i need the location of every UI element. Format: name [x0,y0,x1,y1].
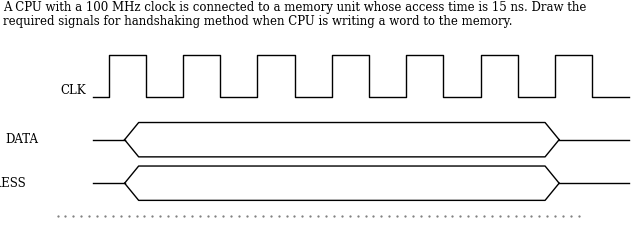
Text: ADDRESS: ADDRESS [0,177,26,190]
Text: A CPU with a 100 MHz clock is connected to a memory unit whose access time is 15: A CPU with a 100 MHz clock is connected … [3,1,587,14]
Text: required signals for handshaking method when CPU is writing a word to the memory: required signals for handshaking method … [3,15,512,28]
Text: CLK: CLK [61,84,86,97]
Text: DATA: DATA [5,133,38,146]
